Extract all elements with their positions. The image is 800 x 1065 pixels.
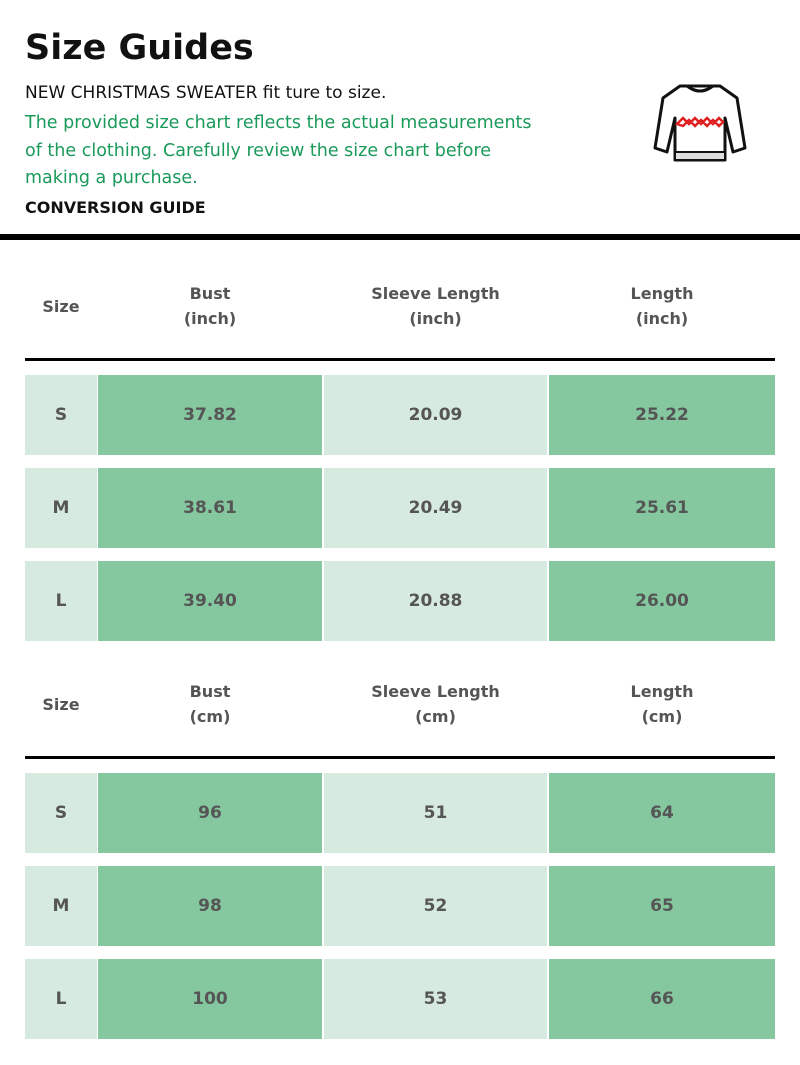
- value-cell: 37.82: [98, 375, 322, 455]
- column-header: Length (inch): [549, 281, 775, 331]
- header-rule: [25, 756, 775, 759]
- value-cell: 25.22: [549, 375, 775, 455]
- value-cell: 25.61: [549, 468, 775, 548]
- size-cell: S: [25, 375, 97, 455]
- value-cell: 52: [324, 866, 547, 946]
- value-cell: 39.40: [98, 561, 322, 641]
- column-header: Sleeve Length (inch): [324, 281, 547, 331]
- header-unit: (cm): [415, 707, 456, 726]
- column-header: Length (cm): [549, 679, 775, 729]
- value-cell: 51: [324, 773, 547, 853]
- section-label: CONVERSION GUIDE: [25, 198, 206, 217]
- note-line: The provided size chart reflects the act…: [25, 113, 532, 133]
- column-header: Size: [25, 294, 97, 319]
- title: Size Guides: [25, 28, 254, 68]
- header-name: Size: [42, 297, 80, 316]
- size-cell: M: [25, 866, 97, 946]
- value-cell: 38.61: [98, 468, 322, 548]
- column-header: Sleeve Length (cm): [324, 679, 547, 729]
- header-name: Sleeve Length: [371, 284, 500, 303]
- column-header: Size: [25, 692, 97, 717]
- header-name: Bust: [189, 284, 231, 303]
- note-line: making a purchase.: [25, 168, 198, 188]
- sweater-icon: [653, 84, 747, 162]
- subtitle: NEW CHRISTMAS SWEATER fit ture to size.: [25, 83, 387, 103]
- header-name: Length: [630, 284, 694, 303]
- value-cell: 66: [549, 959, 775, 1039]
- header-name: Bust: [189, 682, 231, 701]
- header-name: Size: [42, 695, 80, 714]
- header-unit: (cm): [641, 707, 683, 726]
- value-cell: 64: [549, 773, 775, 853]
- value-cell: 26.00: [549, 561, 775, 641]
- value-cell: 53: [324, 959, 547, 1039]
- value-cell: 96: [98, 773, 322, 853]
- value-cell: 20.09: [324, 375, 547, 455]
- value-cell: 20.49: [324, 468, 547, 548]
- size-cell: L: [25, 561, 97, 641]
- size-cell: M: [25, 468, 97, 548]
- value-cell: 100: [98, 959, 322, 1039]
- note-line: of the clothing. Carefully review the si…: [25, 141, 492, 161]
- header-unit: (inch): [635, 309, 689, 328]
- value-cell: 20.88: [324, 561, 547, 641]
- header-rule: [25, 358, 775, 361]
- column-header: Bust (inch): [98, 281, 322, 331]
- header-unit: (inch): [183, 309, 237, 328]
- divider: [0, 234, 800, 240]
- column-header: Bust (cm): [98, 679, 322, 729]
- value-cell: 65: [549, 866, 775, 946]
- size-cell: L: [25, 959, 97, 1039]
- value-cell: 98: [98, 866, 322, 946]
- header-name: Length: [630, 682, 694, 701]
- header-name: Sleeve Length: [371, 682, 500, 701]
- header-unit: (inch): [409, 309, 462, 328]
- header-unit: (cm): [189, 707, 231, 726]
- size-cell: S: [25, 773, 97, 853]
